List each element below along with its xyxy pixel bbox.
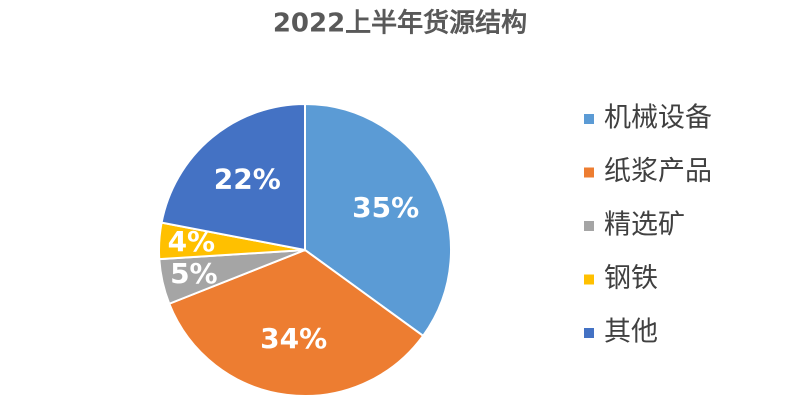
legend-swatch bbox=[584, 221, 594, 231]
chart-title: 2022上半年货源结构 bbox=[273, 8, 527, 39]
legend-swatch bbox=[584, 328, 594, 338]
legend-swatch bbox=[584, 274, 594, 285]
legend-label: 精选矿 bbox=[604, 210, 685, 241]
legend-swatch bbox=[584, 114, 594, 124]
data-label: 22% bbox=[214, 162, 281, 195]
data-label: 35% bbox=[352, 191, 419, 224]
legend-label: 纸浆产品 bbox=[604, 156, 712, 187]
data-label: 5% bbox=[170, 257, 218, 290]
pie-slice bbox=[167, 248, 425, 397]
data-label: 4% bbox=[168, 225, 216, 258]
legend-label: 钢铁 bbox=[604, 263, 658, 294]
legend-swatch bbox=[584, 167, 594, 178]
pie-slice bbox=[304, 102, 452, 338]
pie-slice bbox=[160, 102, 306, 252]
legend-label: 机械设备 bbox=[604, 103, 712, 134]
legend-label: 其他 bbox=[604, 317, 658, 348]
data-label: 34% bbox=[260, 322, 327, 355]
